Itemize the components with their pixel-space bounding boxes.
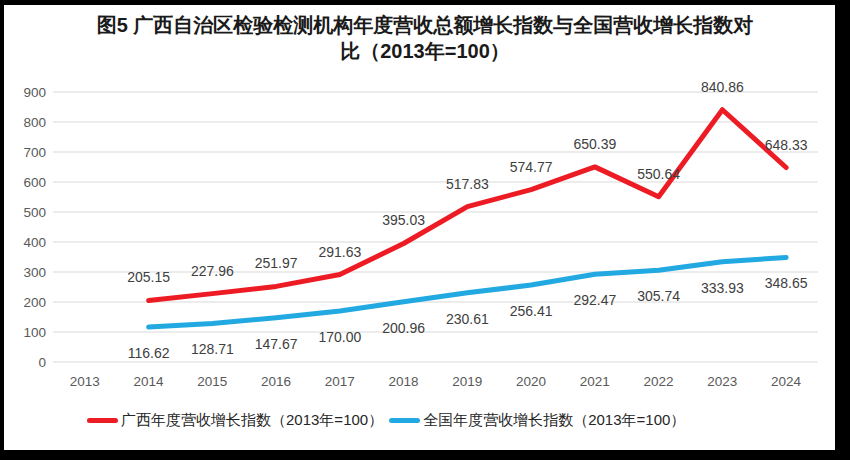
x-axis-tick-label: 2015 bbox=[197, 374, 227, 389]
data-label: 550.64 bbox=[637, 166, 680, 182]
x-axis-tick-label: 2024 bbox=[771, 374, 802, 389]
data-label: 291.63 bbox=[318, 244, 361, 260]
legend-swatch-guangxi bbox=[87, 418, 118, 423]
y-axis-tick-label: 900 bbox=[23, 85, 46, 100]
x-axis-tick-label: 2021 bbox=[580, 374, 610, 389]
data-label: 648.33 bbox=[765, 137, 808, 153]
line-chart: 0 100 200 300 400 500 600 700 800 900 2013 2014 2015… bbox=[0, 0, 850, 460]
legend-item-national: 全国年度营收增长指数（2013年=100） bbox=[389, 411, 685, 430]
y-axis-tick-label: 400 bbox=[23, 235, 46, 250]
data-label: 574.77 bbox=[510, 159, 553, 175]
data-label: 128.71 bbox=[191, 341, 234, 357]
x-axis-tick-label: 2020 bbox=[516, 374, 546, 389]
data-label: 205.15 bbox=[127, 269, 170, 285]
x-axis-tick-label: 2016 bbox=[261, 374, 291, 389]
data-label: 840.86 bbox=[701, 79, 744, 95]
data-label: 200.96 bbox=[382, 320, 425, 336]
data-label: 256.41 bbox=[510, 303, 553, 319]
legend-label-guangxi: 广西年度营收增长指数（2013年=100） bbox=[121, 411, 383, 430]
x-axis-tick-label: 2018 bbox=[389, 374, 419, 389]
data-label: 230.61 bbox=[446, 311, 489, 327]
y-axis-tick-label: 700 bbox=[23, 145, 46, 160]
y-axis-tick-label: 200 bbox=[23, 295, 46, 310]
data-label: 395.03 bbox=[382, 212, 425, 228]
legend-swatch-national bbox=[389, 418, 420, 423]
x-axis-tick-label: 2014 bbox=[134, 374, 165, 389]
data-label: 333.93 bbox=[701, 280, 744, 296]
data-label: 305.74 bbox=[637, 288, 680, 304]
data-label: 251.97 bbox=[255, 255, 298, 271]
x-axis-tick-label: 2023 bbox=[707, 374, 737, 389]
chart-title-line1: 图5 广西自治区检验检测机构年度营收总额增长指数与全国营收增长指数对 bbox=[0, 12, 850, 38]
legend-item-guangxi: 广西年度营收增长指数（2013年=100） bbox=[87, 411, 383, 430]
x-axis-tick-label: 2017 bbox=[325, 374, 355, 389]
data-label: 650.39 bbox=[573, 136, 616, 152]
data-label: 147.67 bbox=[255, 336, 298, 352]
y-axis-tick-label: 600 bbox=[23, 175, 46, 190]
y-axis-tick-label: 0 bbox=[38, 355, 46, 370]
x-axis-tick-label: 2019 bbox=[452, 374, 482, 389]
y-axis-tick-label: 800 bbox=[23, 115, 46, 130]
y-axis-tick-label: 100 bbox=[23, 325, 46, 340]
y-axis-tick-label: 300 bbox=[23, 265, 46, 280]
data-label: 170.00 bbox=[318, 329, 361, 345]
y-axis-tick-label: 500 bbox=[23, 205, 46, 220]
data-label: 116.62 bbox=[128, 345, 170, 361]
data-label: 227.96 bbox=[191, 263, 234, 279]
legend-label-national: 全国年度营收增长指数（2013年=100） bbox=[423, 411, 685, 430]
legend: 广西年度营收增长指数（2013年=100） 全国年度营收增长指数（2013年=1… bbox=[87, 409, 685, 431]
x-axis-tick-label: 2013 bbox=[70, 374, 100, 389]
chart-title-line2: 比（2013年=100） bbox=[0, 38, 850, 64]
data-label: 292.47 bbox=[573, 292, 616, 308]
chart-title: 图5 广西自治区检验检测机构年度营收总额增长指数与全国营收增长指数对 比（201… bbox=[0, 12, 850, 64]
data-label: 348.65 bbox=[765, 275, 808, 291]
x-axis-tick-label: 2022 bbox=[644, 374, 674, 389]
data-label: 517.83 bbox=[446, 176, 489, 192]
